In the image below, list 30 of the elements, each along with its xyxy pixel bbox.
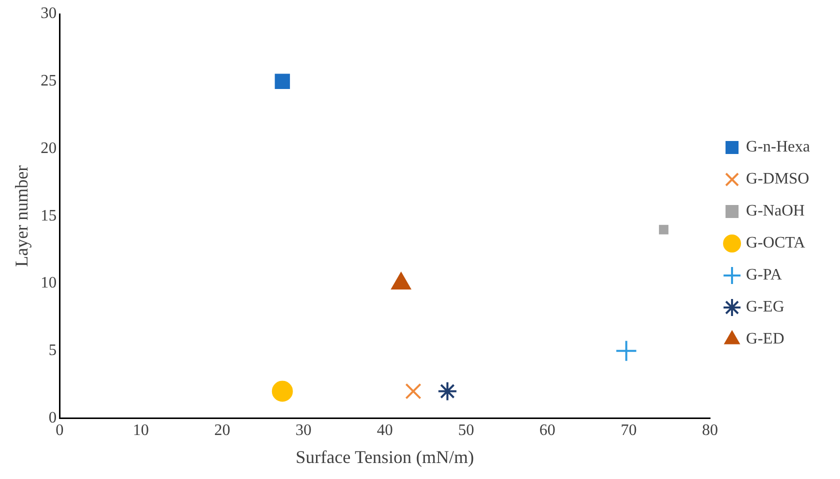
legend-label: G-ED [746, 330, 784, 348]
y-tick-label: 30 [40, 5, 57, 22]
point [272, 380, 293, 402]
point [658, 224, 668, 234]
point [274, 74, 290, 89]
legend-label: G-n-Hexa [746, 138, 810, 156]
legend-label: G-DMSO [746, 170, 810, 188]
y-tick-label: 25 [40, 72, 57, 90]
x-tick-label: 50 [458, 422, 474, 440]
legend-label: G-PA [746, 266, 782, 284]
legend-label: G-OCTA [746, 234, 806, 252]
x-tick-label: 30 [296, 422, 312, 440]
point [437, 381, 458, 402]
x-tick-label: 20 [214, 422, 230, 440]
x-tick-label: 80 [702, 422, 718, 440]
point [615, 340, 638, 362]
y-tick-label: 5 [48, 342, 57, 360]
y-axis-title: Layer number [12, 165, 32, 267]
x-tick-label: 70 [620, 422, 637, 440]
y-tick-label: 15 [40, 207, 57, 224]
x-tick-label: 10 [132, 422, 149, 440]
x-axis-title: Surface Tension (mN/m) [296, 446, 474, 467]
y-tick-label: 10 [40, 274, 57, 292]
point [405, 383, 422, 400]
legend-label: G-NaOH [746, 202, 806, 220]
x-tick-label: 60 [539, 422, 556, 440]
y-tick-label: 20 [40, 140, 57, 157]
x-tick-label: 40 [376, 422, 393, 440]
y-tick-label: 0 [48, 409, 57, 426]
legend-label: G-EG [746, 298, 785, 316]
